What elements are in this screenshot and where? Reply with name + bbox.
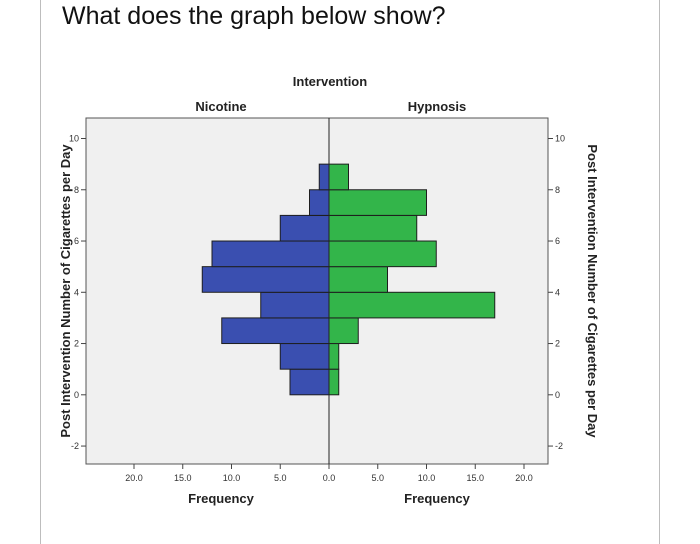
hypnosis-bar-6 xyxy=(328,214,418,242)
y-tick-label-right-6: 6 xyxy=(555,236,560,246)
x-tick-label-6: 10.0 xyxy=(418,473,436,483)
x-tick-label-1: 15.0 xyxy=(174,473,192,483)
nicotine-bar-8 xyxy=(318,163,330,191)
nicotine-bar-6 xyxy=(279,214,330,242)
y-tick-label-left-10: 10 xyxy=(69,134,79,144)
y-axis-label-right: Post Intervention Number of Cigarettes p… xyxy=(585,144,600,438)
y-tick-label-left-8: 8 xyxy=(74,185,79,195)
chart-title: Intervention xyxy=(293,74,367,89)
hypnosis-bar-5 xyxy=(328,240,437,268)
y-axis-label-left: Post Intervention Number of Cigarettes p… xyxy=(58,144,73,438)
hypnosis-bar-2 xyxy=(328,317,359,345)
x-tick-label-5: 5.0 xyxy=(371,473,384,483)
nicotine-bar-5 xyxy=(211,240,330,268)
y-tick-label-right--2: -2 xyxy=(555,441,563,451)
x-axis-label-left: Frequency xyxy=(188,491,255,506)
right-border xyxy=(659,0,660,544)
question-text: What does the graph below show? xyxy=(62,2,446,30)
y-tick-label-left-2: 2 xyxy=(74,339,79,349)
panel-label-right: Hypnosis xyxy=(408,99,467,114)
panel-label-left: Nicotine xyxy=(195,99,246,114)
hypnosis-bar-4 xyxy=(328,266,388,293)
y-tick-label-right-4: 4 xyxy=(555,287,560,297)
x-tick-label-4: 0.0 xyxy=(323,473,336,483)
y-tick-label-right-10: 10 xyxy=(555,134,565,144)
y-tick-label-left-6: 6 xyxy=(74,236,79,246)
nicotine-bar-4 xyxy=(201,266,330,293)
nicotine-bar-3 xyxy=(260,291,330,319)
hypnosis-bar-3 xyxy=(328,291,496,319)
x-axis-label-right: Frequency xyxy=(404,491,471,506)
nicotine-bar-1 xyxy=(279,343,330,370)
y-tick-label-right-2: 2 xyxy=(555,339,560,349)
x-tick-label-2: 10.0 xyxy=(223,473,241,483)
nicotine-bar-2 xyxy=(221,317,330,345)
hypnosis-bar-1 xyxy=(328,343,340,370)
x-tick-label-3: 5.0 xyxy=(274,473,287,483)
y-tick-label-left-4: 4 xyxy=(74,287,79,297)
y-tick-label-left-0: 0 xyxy=(74,390,79,400)
x-tick-label-0: 20.0 xyxy=(125,473,143,483)
x-tick-label-7: 15.0 xyxy=(466,473,484,483)
left-border xyxy=(40,0,41,544)
x-tick-label-8: 20.0 xyxy=(515,473,533,483)
nicotine-bar-7 xyxy=(309,189,330,216)
y-tick-label-right-8: 8 xyxy=(555,185,560,195)
hypnosis-bar-8 xyxy=(328,163,349,191)
y-tick-label-left--2: -2 xyxy=(71,441,79,451)
hypnosis-bar-0 xyxy=(328,368,340,396)
nicotine-bar-0 xyxy=(289,368,330,396)
hypnosis-bar-7 xyxy=(328,189,427,216)
y-tick-label-right-0: 0 xyxy=(555,390,560,400)
